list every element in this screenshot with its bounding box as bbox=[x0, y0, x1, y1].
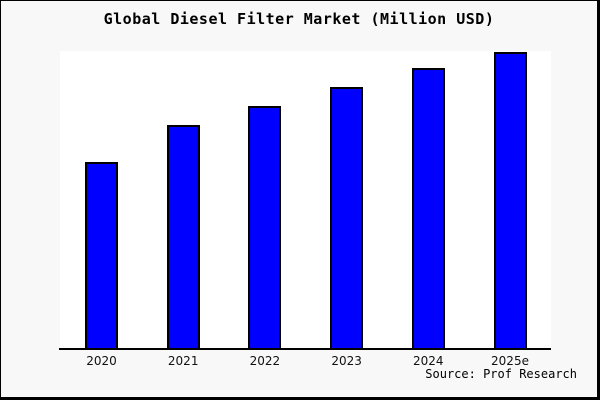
x-tick-label-2022: 2022 bbox=[249, 354, 281, 368]
x-tick-label-2021: 2021 bbox=[167, 354, 199, 368]
x-tick-label-2020: 2020 bbox=[86, 354, 117, 368]
bar-2024 bbox=[411, 68, 445, 350]
x-axis-line bbox=[59, 348, 551, 350]
bar-2023 bbox=[330, 87, 364, 350]
bar-2025e bbox=[493, 52, 527, 350]
x-tick-label-2024: 2024 bbox=[413, 354, 444, 368]
x-tick-label-2025e: 2025e bbox=[491, 354, 529, 368]
source-attribution: Source: Prof Research bbox=[425, 367, 577, 381]
bar-2022 bbox=[248, 106, 282, 350]
chart-title: Global Diesel Filter Market (Million USD… bbox=[103, 10, 495, 28]
x-axis-ticks: 2020 2021 2022 2023 2024 2025e bbox=[60, 354, 551, 370]
bar-2020 bbox=[85, 162, 118, 350]
plot-area bbox=[59, 51, 551, 350]
x-tick-label-2023: 2023 bbox=[331, 354, 362, 368]
bar-2021 bbox=[166, 125, 200, 350]
